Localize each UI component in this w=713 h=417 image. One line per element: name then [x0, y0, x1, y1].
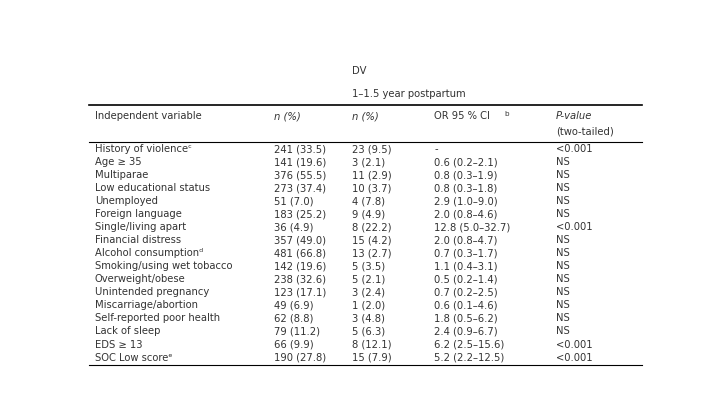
- Text: 142 (19.6): 142 (19.6): [275, 261, 327, 271]
- Text: 1 (2.0): 1 (2.0): [352, 300, 385, 310]
- Text: 0.5 (0.2–1.4): 0.5 (0.2–1.4): [434, 274, 498, 284]
- Text: 141 (19.6): 141 (19.6): [275, 157, 327, 167]
- Text: <0.001: <0.001: [556, 222, 593, 232]
- Text: EDS ≥ 13: EDS ≥ 13: [95, 339, 142, 349]
- Text: 36 (4.9): 36 (4.9): [275, 222, 314, 232]
- Text: 241 (33.5): 241 (33.5): [275, 144, 327, 154]
- Text: <0.001: <0.001: [556, 352, 593, 362]
- Text: 190 (27.8): 190 (27.8): [275, 352, 327, 362]
- Text: Overweight/obese: Overweight/obese: [95, 274, 185, 284]
- Text: 273 (37.4): 273 (37.4): [275, 183, 327, 193]
- Text: Alcohol consumptionᵈ: Alcohol consumptionᵈ: [95, 248, 203, 258]
- Text: 4 (7.8): 4 (7.8): [352, 196, 384, 206]
- Text: Single/living apart: Single/living apart: [95, 222, 186, 232]
- Text: 357 (49.0): 357 (49.0): [275, 235, 327, 245]
- Text: Low educational status: Low educational status: [95, 183, 210, 193]
- Text: Financial distress: Financial distress: [95, 235, 181, 245]
- Text: NS: NS: [556, 157, 570, 167]
- Text: 5 (2.1): 5 (2.1): [352, 274, 385, 284]
- Text: 2.9 (1.0–9.0): 2.9 (1.0–9.0): [434, 196, 498, 206]
- Text: 5 (3.5): 5 (3.5): [352, 261, 385, 271]
- Text: NS: NS: [556, 300, 570, 310]
- Text: NS: NS: [556, 327, 570, 337]
- Text: (two-tailed): (two-tailed): [556, 126, 614, 136]
- Text: 9 (4.9): 9 (4.9): [352, 209, 385, 219]
- Text: 481 (66.8): 481 (66.8): [275, 248, 327, 258]
- Text: Age ≥ 35: Age ≥ 35: [95, 157, 141, 167]
- Text: 0.7 (0.2–2.5): 0.7 (0.2–2.5): [434, 287, 498, 297]
- Text: History of violenceᶜ: History of violenceᶜ: [95, 144, 192, 154]
- Text: <0.001: <0.001: [556, 339, 593, 349]
- Text: 1–1.5 year postpartum: 1–1.5 year postpartum: [352, 88, 465, 98]
- Text: NS: NS: [556, 261, 570, 271]
- Text: NS: NS: [556, 274, 570, 284]
- Text: -: -: [434, 144, 438, 154]
- Text: 8 (12.1): 8 (12.1): [352, 339, 391, 349]
- Text: 3 (2.1): 3 (2.1): [352, 157, 385, 167]
- Text: NS: NS: [556, 209, 570, 219]
- Text: 62 (8.8): 62 (8.8): [275, 314, 314, 324]
- Text: 13 (2.7): 13 (2.7): [352, 248, 391, 258]
- Text: Foreign language: Foreign language: [95, 209, 182, 219]
- Text: 183 (25.2): 183 (25.2): [275, 209, 327, 219]
- Text: NS: NS: [556, 196, 570, 206]
- Text: 5.2 (2.2–12.5): 5.2 (2.2–12.5): [434, 352, 505, 362]
- Text: 15 (7.9): 15 (7.9): [352, 352, 391, 362]
- Text: SOC Low scoreᵉ: SOC Low scoreᵉ: [95, 352, 173, 362]
- Text: Unemployed: Unemployed: [95, 196, 158, 206]
- Text: 15 (4.2): 15 (4.2): [352, 235, 391, 245]
- Text: NS: NS: [556, 170, 570, 180]
- Text: NS: NS: [556, 287, 570, 297]
- Text: 2.4 (0.9–6.7): 2.4 (0.9–6.7): [434, 327, 498, 337]
- Text: 79 (11.2): 79 (11.2): [275, 327, 320, 337]
- Text: NS: NS: [556, 248, 570, 258]
- Text: 12.8 (5.0–32.7): 12.8 (5.0–32.7): [434, 222, 511, 232]
- Text: Lack of sleep: Lack of sleep: [95, 327, 160, 337]
- Text: <0.001: <0.001: [556, 144, 593, 154]
- Text: 3 (2.4): 3 (2.4): [352, 287, 384, 297]
- Text: OR 95 % CI: OR 95 % CI: [434, 111, 491, 121]
- Text: Miscarriage/abortion: Miscarriage/abortion: [95, 300, 198, 310]
- Text: 3 (4.8): 3 (4.8): [352, 314, 384, 324]
- Text: 66 (9.9): 66 (9.9): [275, 339, 314, 349]
- Text: 2.0 (0.8–4.7): 2.0 (0.8–4.7): [434, 235, 498, 245]
- Text: 0.8 (0.3–1.8): 0.8 (0.3–1.8): [434, 183, 498, 193]
- Text: b: b: [505, 111, 509, 117]
- Text: 6.2 (2.5–15.6): 6.2 (2.5–15.6): [434, 339, 505, 349]
- Text: n (%): n (%): [275, 111, 301, 121]
- Text: 376 (55.5): 376 (55.5): [275, 170, 327, 180]
- Text: 1.1 (0.4–3.1): 1.1 (0.4–3.1): [434, 261, 498, 271]
- Text: 49 (6.9): 49 (6.9): [275, 300, 314, 310]
- Text: Smoking/using wet tobacco: Smoking/using wet tobacco: [95, 261, 232, 271]
- Text: 2.0 (0.8–4.6): 2.0 (0.8–4.6): [434, 209, 498, 219]
- Text: n (%): n (%): [352, 111, 379, 121]
- Text: 123 (17.1): 123 (17.1): [275, 287, 327, 297]
- Text: P-value: P-value: [556, 111, 593, 121]
- Text: DV: DV: [352, 66, 366, 76]
- Text: Multiparae: Multiparae: [95, 170, 148, 180]
- Text: NS: NS: [556, 314, 570, 324]
- Text: 238 (32.6): 238 (32.6): [275, 274, 327, 284]
- Text: Unintended pregnancy: Unintended pregnancy: [95, 287, 209, 297]
- Text: Independent variable: Independent variable: [95, 111, 201, 121]
- Text: 0.6 (0.1–4.6): 0.6 (0.1–4.6): [434, 300, 498, 310]
- Text: NS: NS: [556, 183, 570, 193]
- Text: 8 (22.2): 8 (22.2): [352, 222, 391, 232]
- Text: 0.7 (0.3–1.7): 0.7 (0.3–1.7): [434, 248, 498, 258]
- Text: 0.6 (0.2–2.1): 0.6 (0.2–2.1): [434, 157, 498, 167]
- Text: 23 (9.5): 23 (9.5): [352, 144, 391, 154]
- Text: 11 (2.9): 11 (2.9): [352, 170, 391, 180]
- Text: Self-reported poor health: Self-reported poor health: [95, 314, 220, 324]
- Text: 51 (7.0): 51 (7.0): [275, 196, 314, 206]
- Text: 0.8 (0.3–1.9): 0.8 (0.3–1.9): [434, 170, 498, 180]
- Text: 1.8 (0.5–6.2): 1.8 (0.5–6.2): [434, 314, 498, 324]
- Text: 5 (6.3): 5 (6.3): [352, 327, 385, 337]
- Text: 10 (3.7): 10 (3.7): [352, 183, 391, 193]
- Text: NS: NS: [556, 235, 570, 245]
